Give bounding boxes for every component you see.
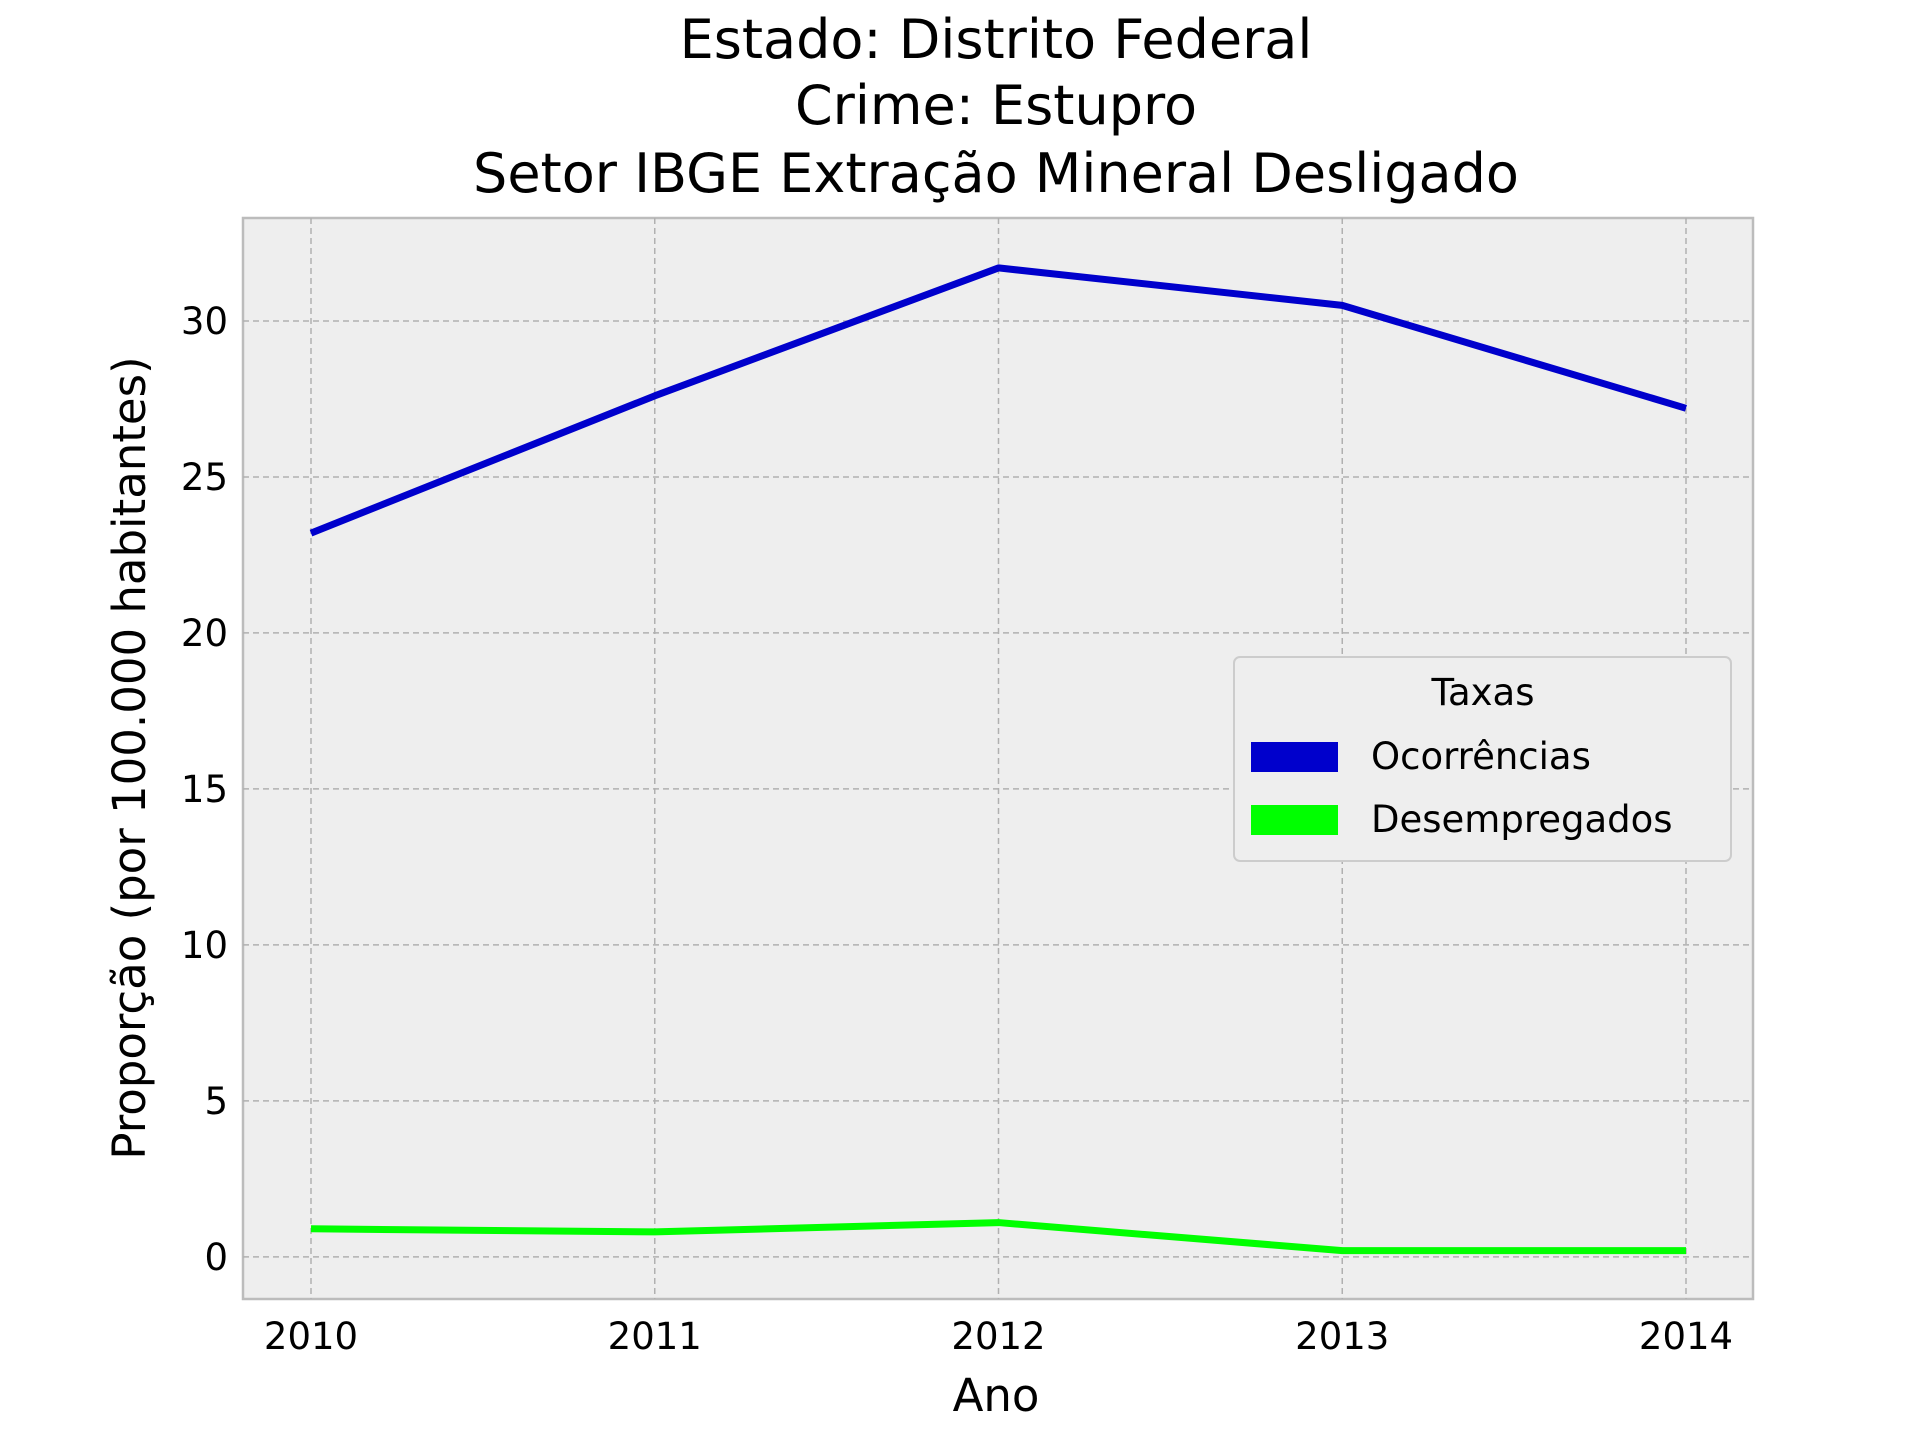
y-tick-label-10: 10: [181, 924, 228, 967]
y-axis-label: Proporção (por 100.000 habitantes): [103, 356, 156, 1159]
series-lines: [309, 264, 1688, 1255]
x-tick-label-2010: 2010: [264, 1315, 358, 1358]
x-tick-label-2014: 2014: [1639, 1315, 1733, 1358]
y-tick-label-15: 15: [181, 768, 228, 811]
y-tick-label-20: 20: [181, 612, 228, 655]
x-axis-label: Ano: [953, 1369, 1040, 1422]
y-tick-label-0: 0: [204, 1236, 228, 1279]
chart-title-line-3: Setor IBGE Extração Mineral Desligado: [473, 142, 1519, 205]
x-tick-label-2013: 2013: [1295, 1315, 1389, 1358]
tick-labels: 2010 2011 2012 2013 2014 0 5 10 15 20 25 30: [181, 300, 1733, 1358]
x-tick-label-2012: 2012: [951, 1315, 1045, 1358]
y-tick-label-30: 30: [181, 300, 228, 343]
legend-title: Taxas: [1431, 671, 1535, 714]
y-tick-label-25: 25: [181, 456, 228, 499]
legend-box: [1233, 656, 1732, 862]
y-tick-label-5: 5: [204, 1080, 228, 1123]
series-line-ocorrencias: [309, 264, 1688, 537]
legend: Taxas Ocorrências Desempregados: [1233, 656, 1732, 862]
chart-title-line-2: Crime: Estupro: [795, 74, 1197, 137]
legend-label-ocorrencias: Ocorrências: [1371, 735, 1591, 778]
series-line-desempregados: [310, 1219, 1686, 1255]
legend-swatch-ocorrencias: [1251, 742, 1338, 772]
chart-title-line-1: Estado: Distrito Federal: [680, 8, 1313, 71]
x-tick-label-2011: 2011: [608, 1315, 702, 1358]
legend-label-desempregados: Desempregados: [1371, 798, 1673, 841]
legend-swatch-desempregados: [1251, 805, 1338, 835]
